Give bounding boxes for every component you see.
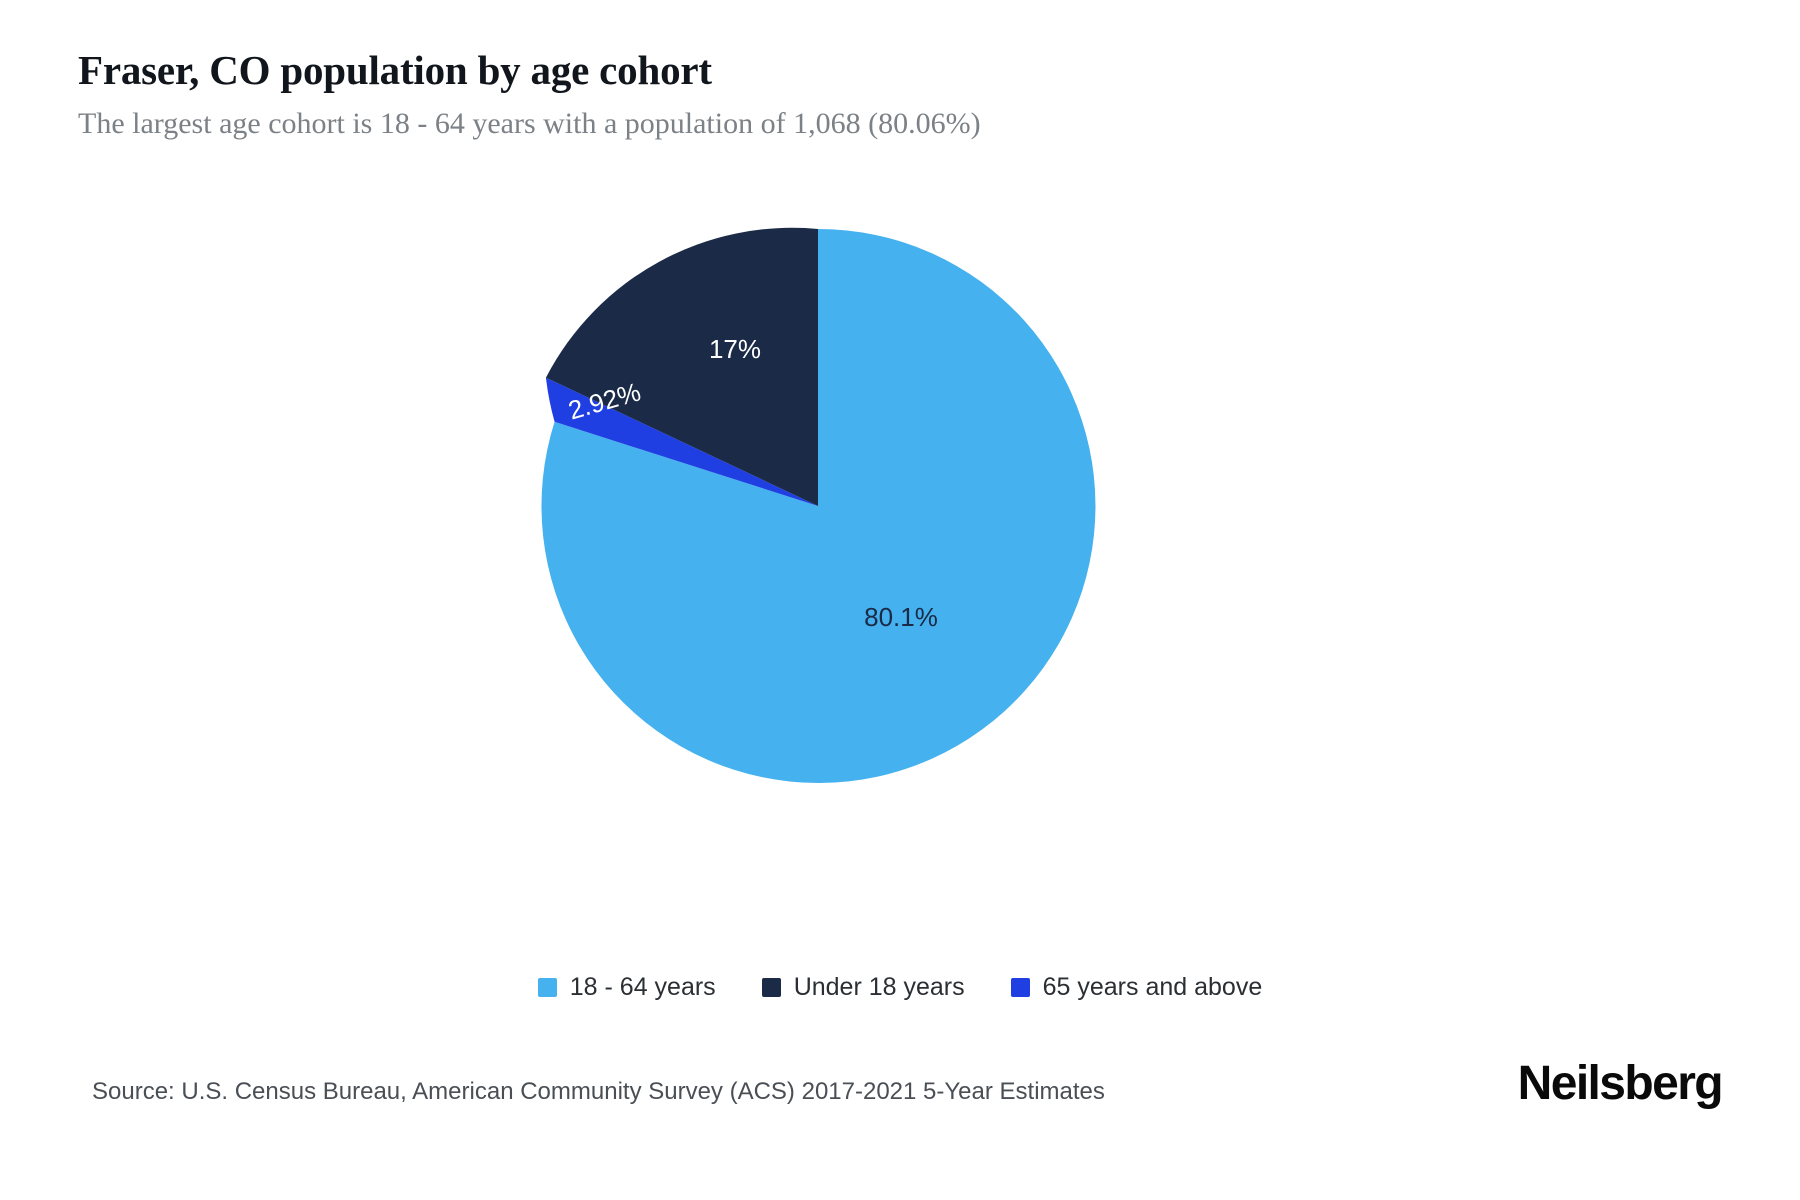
chart-footer: Source: U.S. Census Bureau, American Com… [0,1060,1800,1150]
legend-swatch-icon [761,978,781,997]
legend-label: Under 18 years [793,973,965,1001]
pie-slice-18-64-years[interactable] [541,228,1096,783]
chart-subtitle: The largest age cohort is 18 - 64 years … [78,106,981,140]
legend-item-under-18-years[interactable]: Under 18 years [761,973,965,1001]
legend-item-65-years-and-above[interactable]: 65 years and above [1010,973,1263,1001]
pie-chart: 17% 2.92% 80.1% [540,227,1096,784]
legend-label: 18 - 64 years [569,973,716,1001]
legend-label: 65 years and above [1042,973,1263,1001]
chart-header: Fraser, CO population by age cohort The … [78,47,1578,142]
brand-logo: Neilsberg [1517,1057,1724,1110]
pie-label-18-64-years: 80.1% [864,602,938,632]
pie-svg: 17% 2.92% 80.1% [541,227,1096,783]
plot-area: 17% 2.92% 80.1% [0,190,1800,830]
page-title: Fraser, CO population by age cohort [78,47,712,93]
chart-legend: 18 - 64 years Under 18 years 65 years an… [0,975,1800,1000]
legend-swatch-icon [1010,978,1030,997]
pie-slice-under-18-years[interactable] [545,227,818,506]
pie-label-under-18-years: 17% [709,334,761,364]
source-note: Source: U.S. Census Bureau, American Com… [92,1078,1105,1105]
legend-swatch-icon [537,978,557,997]
legend-item-18-64-years[interactable]: 18 - 64 years [537,973,716,1001]
